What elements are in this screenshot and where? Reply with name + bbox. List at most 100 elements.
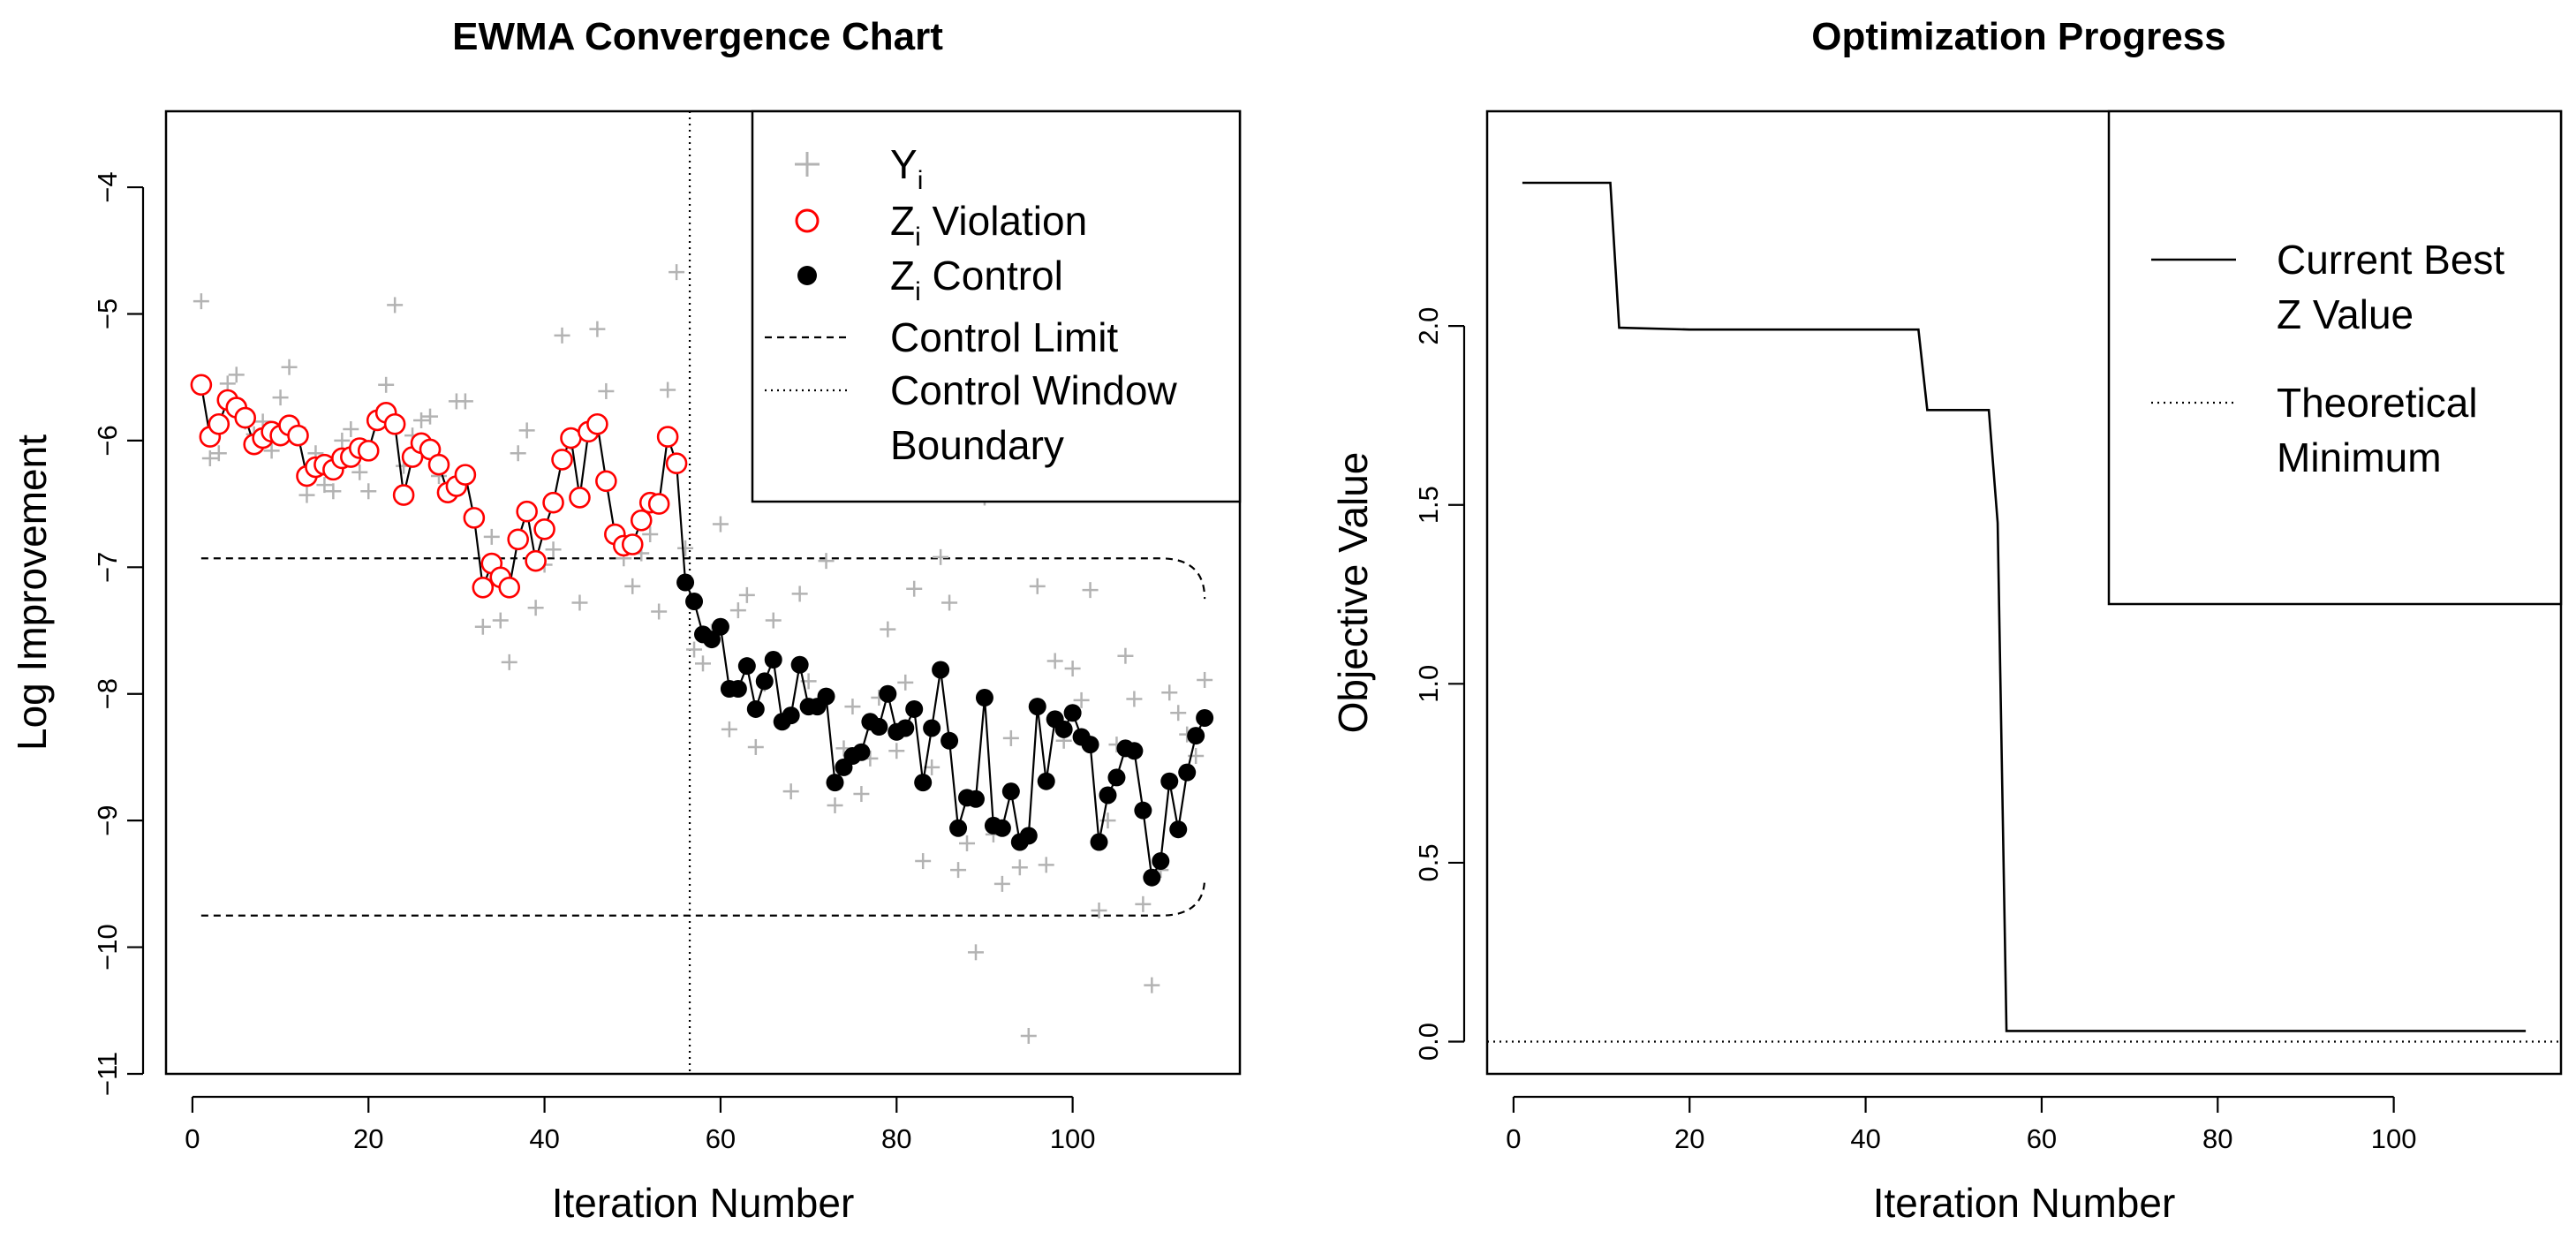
z-control-point xyxy=(1081,736,1099,754)
z-violation-point xyxy=(383,412,406,435)
z-violation-point xyxy=(454,464,477,486)
y-point xyxy=(624,578,641,594)
z-control-point xyxy=(941,731,959,750)
y-point xyxy=(554,327,570,344)
z-violation-point xyxy=(630,509,653,532)
z-control-point xyxy=(1063,704,1082,722)
y-point xyxy=(906,580,923,597)
legend-violation-label: Zi Violation xyxy=(890,198,1087,252)
z-control-point xyxy=(737,657,756,676)
z-control-point xyxy=(905,699,924,718)
ewma-x-tick-label: 100 xyxy=(1050,1123,1096,1154)
z-violation-point xyxy=(392,484,415,506)
ewma-x-tick-label: 0 xyxy=(185,1123,200,1154)
ewma-legend-box xyxy=(751,110,1242,503)
z-control-point xyxy=(1143,868,1161,887)
optimization-x-tick-label: 20 xyxy=(1674,1123,1704,1154)
z-control-point xyxy=(966,789,985,808)
y-point xyxy=(669,264,685,281)
z-violation-point xyxy=(551,449,573,471)
y-point xyxy=(219,375,236,392)
ewma-chart-panel: EWMA Convergence Chart −11−10−9−8−7−6−5−… xyxy=(9,15,1242,1226)
legend-violation-symbol xyxy=(795,208,820,233)
legend-y-symbol xyxy=(795,152,820,177)
y-point xyxy=(483,528,500,545)
y-point xyxy=(263,442,280,459)
y-point xyxy=(413,412,430,428)
z-violation-point xyxy=(357,440,380,462)
y-point xyxy=(1073,691,1090,708)
ewma-legend: Yi Zi Violation Zi Control Control Limit… xyxy=(751,110,1242,503)
ewma-x-tick-label: 40 xyxy=(529,1123,559,1154)
y-point xyxy=(1197,671,1213,688)
ewma-x-axis-title: Iteration Number xyxy=(552,1180,855,1226)
y-point xyxy=(950,862,967,879)
z-violation-point xyxy=(542,491,564,514)
z-violation-point xyxy=(533,518,555,540)
y-point xyxy=(888,743,905,759)
z-violation-point xyxy=(525,549,547,572)
y-point xyxy=(545,541,562,558)
z-violation-point xyxy=(463,507,486,529)
control-limit-lines xyxy=(200,557,1206,917)
z-control-point xyxy=(949,819,968,837)
ewma-y-tick-label: −8 xyxy=(92,678,123,709)
optimization-legend: Current Best Z Value Theoretical Minimum xyxy=(2107,110,2563,606)
y-point xyxy=(501,653,517,670)
ewma-y-tick-label: −10 xyxy=(92,924,123,971)
y-point xyxy=(677,540,694,556)
z-control-point xyxy=(746,699,765,718)
y-point xyxy=(272,389,289,406)
z-control-point xyxy=(914,774,933,792)
legend-control-symbol xyxy=(797,266,817,285)
ewma-plot-frame xyxy=(164,110,1242,1076)
z-violation-point xyxy=(190,374,213,397)
legend-theoretical-min-label-line2: Minimum xyxy=(2277,434,2442,480)
z-control-point xyxy=(817,687,835,706)
y-point xyxy=(518,422,535,439)
y-point xyxy=(1064,661,1081,677)
z-control-point xyxy=(879,684,897,703)
legend-current-best-label: Current Best xyxy=(2277,237,2504,283)
ewma-x-tick-label: 60 xyxy=(706,1123,736,1154)
z-control-point xyxy=(1054,720,1073,738)
optimization-x-tick-label: 0 xyxy=(1506,1123,1521,1154)
y-point xyxy=(1020,1027,1037,1044)
y-point xyxy=(1029,578,1046,594)
z-control-point xyxy=(764,651,782,669)
y-point xyxy=(915,853,932,870)
z-control-point xyxy=(676,573,695,592)
ewma-y-tick-label: −7 xyxy=(92,552,123,583)
ewma-x-tick-label: 80 xyxy=(881,1123,911,1154)
y-point xyxy=(1126,691,1143,707)
optimization-x-tick-label: 40 xyxy=(1850,1123,1880,1154)
y-point xyxy=(729,602,746,619)
z-control-point xyxy=(1196,708,1214,727)
y-point xyxy=(492,612,509,629)
optimization-x-tick-label: 60 xyxy=(2027,1123,2057,1154)
y-point xyxy=(1170,705,1187,721)
z-control-point xyxy=(826,774,844,792)
legend-window-label-line2: Boundary xyxy=(890,422,1064,468)
z-control-point xyxy=(1178,763,1197,782)
optimization-y-tick-label: 0.0 xyxy=(1413,1023,1444,1061)
y-point xyxy=(422,408,439,425)
ewma-chart-title: EWMA Convergence Chart xyxy=(452,15,943,58)
y-point xyxy=(378,376,395,393)
z-control-point xyxy=(1187,727,1205,745)
z-control-point xyxy=(1125,742,1144,760)
z-violation-point xyxy=(595,470,617,493)
y-point xyxy=(818,553,835,570)
z-control-point xyxy=(729,680,747,698)
y-point xyxy=(193,293,209,310)
y-point xyxy=(712,516,729,533)
z-control-point xyxy=(993,819,1011,837)
z-violation-point xyxy=(287,424,309,447)
z-control-point xyxy=(755,672,774,691)
y-point xyxy=(651,603,668,620)
legend-control-limit-label: Control Limit xyxy=(890,314,1118,360)
z-control-point xyxy=(1152,852,1170,871)
optimization-y-axis: 0.0 0.5 1.0 1.5 2.0 xyxy=(1413,307,1466,1061)
z-control-point xyxy=(923,719,941,737)
